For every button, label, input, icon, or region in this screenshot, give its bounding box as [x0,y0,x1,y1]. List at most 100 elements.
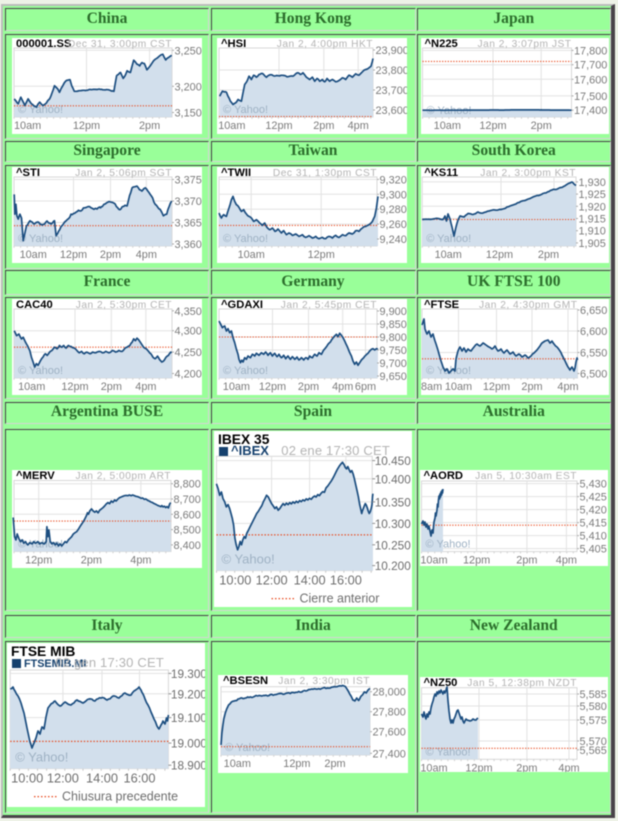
svg-text:1,925: 1,925 [578,189,605,201]
svg-text:5,580: 5,580 [580,701,607,713]
svg-text:8,800: 8,800 [174,479,201,491]
svg-text:Jan 5, 10:30am EST: Jan 5, 10:30am EST [475,471,577,482]
svg-text:9,800: 9,800 [380,332,407,344]
svg-text:5,425: 5,425 [580,492,607,504]
svg-text:8,600: 8,600 [174,510,201,522]
svg-text:4pm: 4pm [556,555,577,566]
svg-text:12pm: 12pm [283,758,310,770]
svg-text:10am: 10am [14,120,41,132]
svg-text:4pm: 4pm [558,762,579,772]
svg-text:© Yahoo!: © Yahoo! [221,552,274,567]
svg-text:6,600: 6,600 [580,326,607,338]
svg-text:28,000: 28,000 [373,687,406,699]
svg-text:3,150: 3,150 [175,107,202,119]
svg-text:17,800: 17,800 [574,45,607,57]
svg-text:Jan 2, 4:00pm HKT: Jan 2, 4:00pm HKT [277,39,373,50]
svg-text:8am: 8am [421,381,442,393]
svg-text:FTSEMIB.MI: FTSEMIB.MI [24,658,86,670]
svg-text:^MERV: ^MERV [16,470,55,482]
svg-text:10am: 10am [444,381,471,393]
svg-text:^TWII: ^TWII [221,167,251,179]
svg-text:3,375: 3,375 [175,175,202,187]
svg-text:5,415: 5,415 [580,518,607,530]
svg-text:9,300: 9,300 [380,190,407,202]
svg-text:2pm: 2pm [101,381,122,393]
svg-text:17,400: 17,400 [574,105,607,117]
svg-text:27,400: 27,400 [373,748,406,760]
svg-text:4pm: 4pm [332,381,353,393]
svg-text:3,200: 3,200 [175,81,202,93]
svg-text:9,900: 9,900 [380,306,407,318]
svg-text:10am: 10am [238,249,265,261]
svg-text:Jan 2, 5:45pm CET: Jan 2, 5:45pm CET [281,300,377,311]
svg-text:23,700: 23,700 [376,85,408,97]
svg-text:27,800: 27,800 [373,707,406,719]
svg-text:10:00: 10:00 [11,770,43,785]
svg-text:3,360: 3,360 [175,239,202,251]
svg-text:17,500: 17,500 [574,90,607,102]
svg-text:2pm: 2pm [516,762,537,772]
svg-text:9,280: 9,280 [380,204,407,216]
svg-text:1,915: 1,915 [578,214,605,226]
svg-text:16:00: 16:00 [123,770,155,785]
svg-text:Dec 31, 1:30pm CST: Dec 31, 1:30pm CST [273,168,377,179]
svg-text:12:00: 12:00 [255,573,287,588]
svg-text:© Yahoo!: © Yahoo! [18,365,63,377]
svg-text:2pm: 2pm [516,555,537,566]
svg-text:© Yahoo!: © Yahoo! [223,365,268,377]
svg-text:4,300: 4,300 [175,326,202,338]
svg-text:^IBEX: ^IBEX [231,443,269,458]
svg-text:^STI: ^STI [16,167,40,179]
svg-text:23,600: 23,600 [376,105,408,117]
svg-text:19.100: 19.100 [171,711,205,725]
svg-text:02 gen 17:30 CET: 02 gen 17:30 CET [55,655,164,670]
svg-text:5,410: 5,410 [580,531,607,543]
svg-text:10.200: 10.200 [374,559,411,573]
svg-text:12pm: 12pm [25,555,52,567]
svg-text:02 ene 17:30 CET: 02 ene 17:30 CET [281,443,390,458]
svg-text:6,650: 6,650 [580,305,607,317]
svg-text:12pm: 12pm [465,762,492,772]
svg-text:Jan 2, 3:07pm JST: Jan 2, 3:07pm JST [477,39,571,50]
svg-text:10.300: 10.300 [374,517,411,531]
svg-text:9,700: 9,700 [380,358,407,370]
svg-text:12pm: 12pm [61,381,88,393]
svg-text:10.350: 10.350 [374,496,411,510]
svg-text:^AORD: ^AORD [424,470,463,482]
svg-text:Jan 2, 3:00pm KST: Jan 2, 3:00pm KST [480,168,576,179]
svg-text:Jan 5, 12:38pm NZDT: Jan 5, 12:38pm NZDT [467,678,577,689]
svg-text:12pm: 12pm [485,249,512,261]
svg-text:19.300: 19.300 [171,666,205,680]
svg-text:© Yahoo!: © Yahoo! [426,233,471,245]
svg-text:4pm: 4pm [348,120,369,132]
svg-text:^HSI: ^HSI [221,38,246,50]
svg-text:9,260: 9,260 [380,219,407,231]
svg-text:2pm: 2pm [314,120,335,132]
svg-text:^GDAXI: ^GDAXI [221,299,263,311]
svg-text:18.900: 18.900 [171,758,205,772]
svg-text:5,570: 5,570 [580,736,607,748]
svg-text:4pm: 4pm [136,249,157,261]
svg-text:2pm: 2pm [537,249,558,261]
svg-text:IBEX 35: IBEX 35 [218,432,270,447]
svg-text:1,905: 1,905 [578,238,605,250]
svg-text:^BSESN: ^BSESN [223,675,268,687]
svg-text:© Yahoo!: © Yahoo! [18,104,63,116]
svg-text:2pm: 2pm [100,249,121,261]
svg-text:2pm: 2pm [521,381,542,393]
svg-text:1,920: 1,920 [578,202,605,214]
svg-text:12pm: 12pm [479,120,506,132]
svg-text:^NZ50: ^NZ50 [424,677,458,689]
svg-text:10am: 10am [18,381,45,393]
svg-text:4pm: 4pm [135,381,156,393]
svg-text:Jan 2, 3:30pm IST: Jan 2, 3:30pm IST [278,676,370,687]
svg-text:12:00: 12:00 [47,770,79,785]
svg-text:9,240: 9,240 [380,234,407,246]
svg-text:10am: 10am [224,758,251,770]
svg-text:17,700: 17,700 [574,59,607,71]
svg-text:14:00: 14:00 [293,573,325,588]
svg-text:5,430: 5,430 [580,479,607,491]
svg-text:12pm: 12pm [463,555,490,566]
svg-text:Cierre anterior: Cierre anterior [299,592,379,606]
svg-text:© Yahoo!: © Yahoo! [223,104,268,116]
